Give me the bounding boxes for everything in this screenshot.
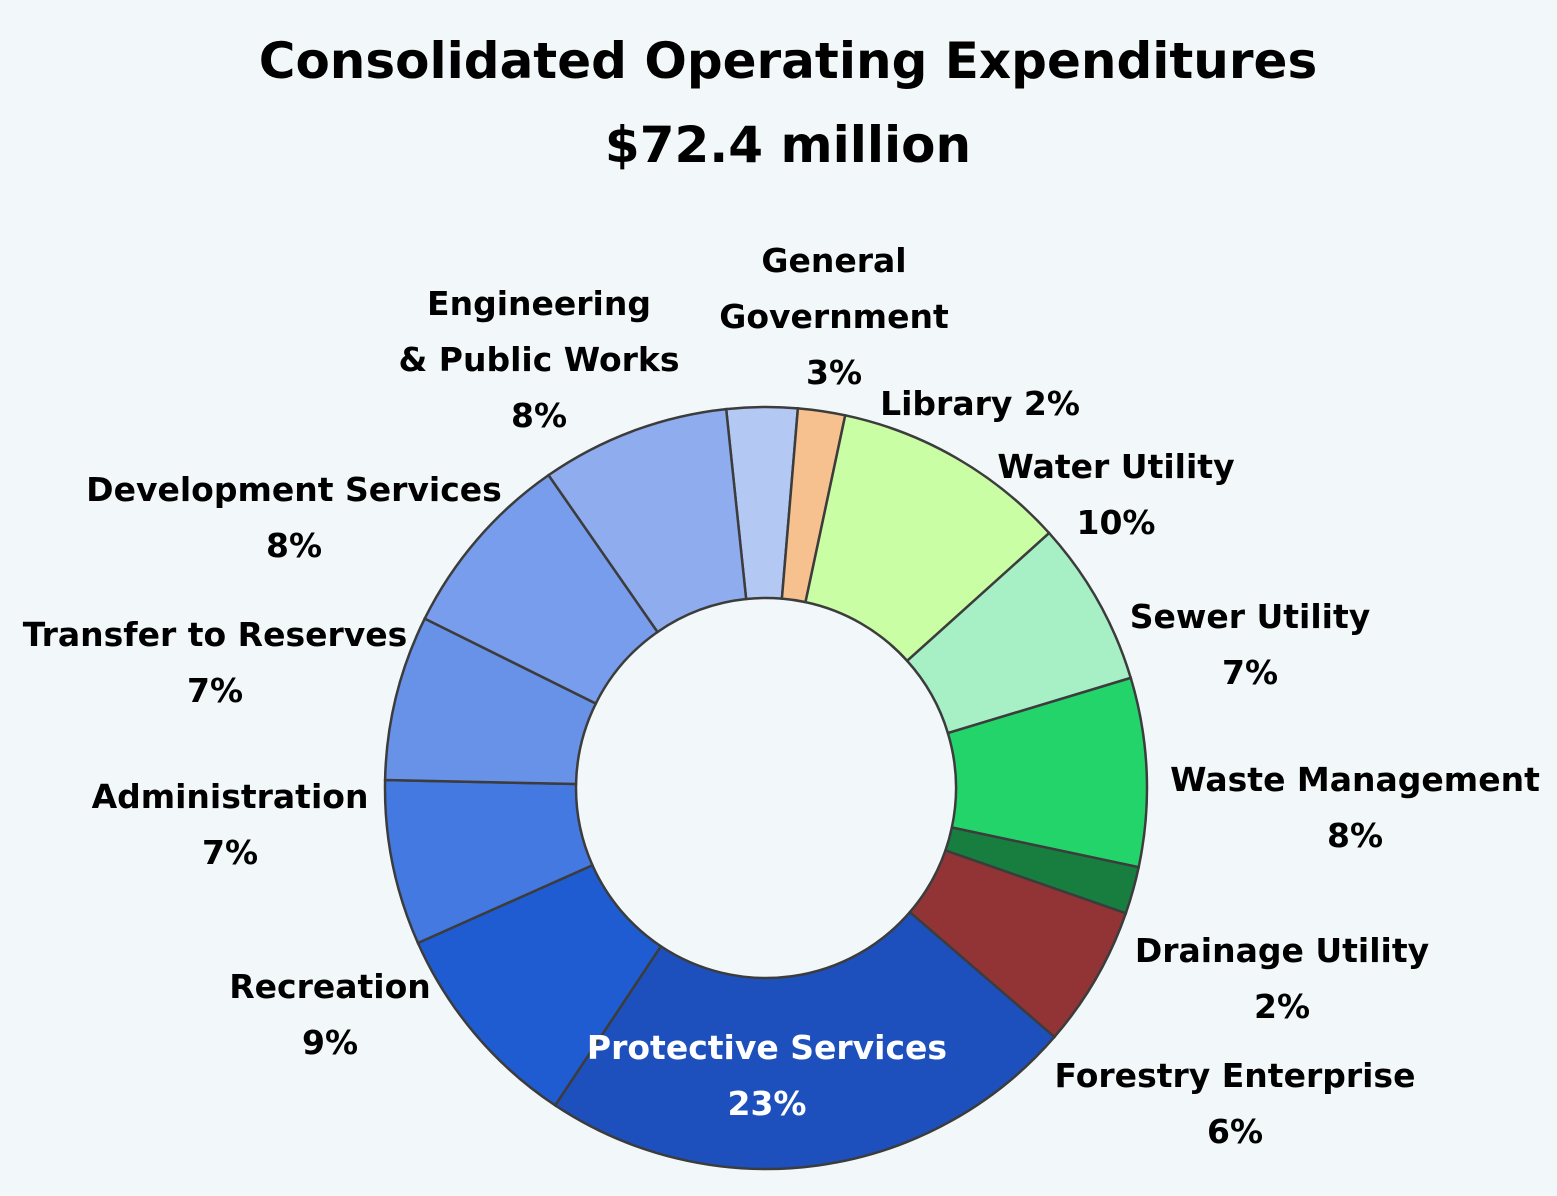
slice-protective-services xyxy=(553,910,1057,1171)
label-transfer-to-reserves: Transfer to Reserves 7% xyxy=(23,615,408,710)
slice-labels: General Government 3%Library 2% Water Utili… xyxy=(23,241,1540,1151)
slice-engineering-and-public-works xyxy=(546,407,748,634)
label-sewer-utility: Sewer Utility 7% xyxy=(1130,597,1371,692)
label-engineering-and-public-works: Engineering & Public Works 8% xyxy=(399,284,680,435)
donut-slices xyxy=(383,405,1149,1171)
chart-title: Consolidated Operating Expenditures xyxy=(259,32,1317,90)
chart-subtitle: $72.4 million xyxy=(605,116,971,174)
label-general-government: General Government 3% xyxy=(719,241,949,392)
label-drainage-utility: Drainage Utility 2% xyxy=(1135,931,1429,1026)
label-water-utility: Water Utility 10% xyxy=(997,447,1234,542)
label-administration: Administration 7% xyxy=(92,777,369,872)
label-recreation: Recreation 9% xyxy=(229,967,431,1062)
label-protective-services: Protective Services 23% xyxy=(587,1028,947,1123)
label-waste-management: Waste Management 8% xyxy=(1170,760,1540,855)
label-development-services: Development Services 8% xyxy=(86,470,502,565)
label-forestry-enterprise: Forestry Enterprise 6% xyxy=(1055,1056,1416,1151)
label-library: Library 2% xyxy=(880,384,1080,423)
